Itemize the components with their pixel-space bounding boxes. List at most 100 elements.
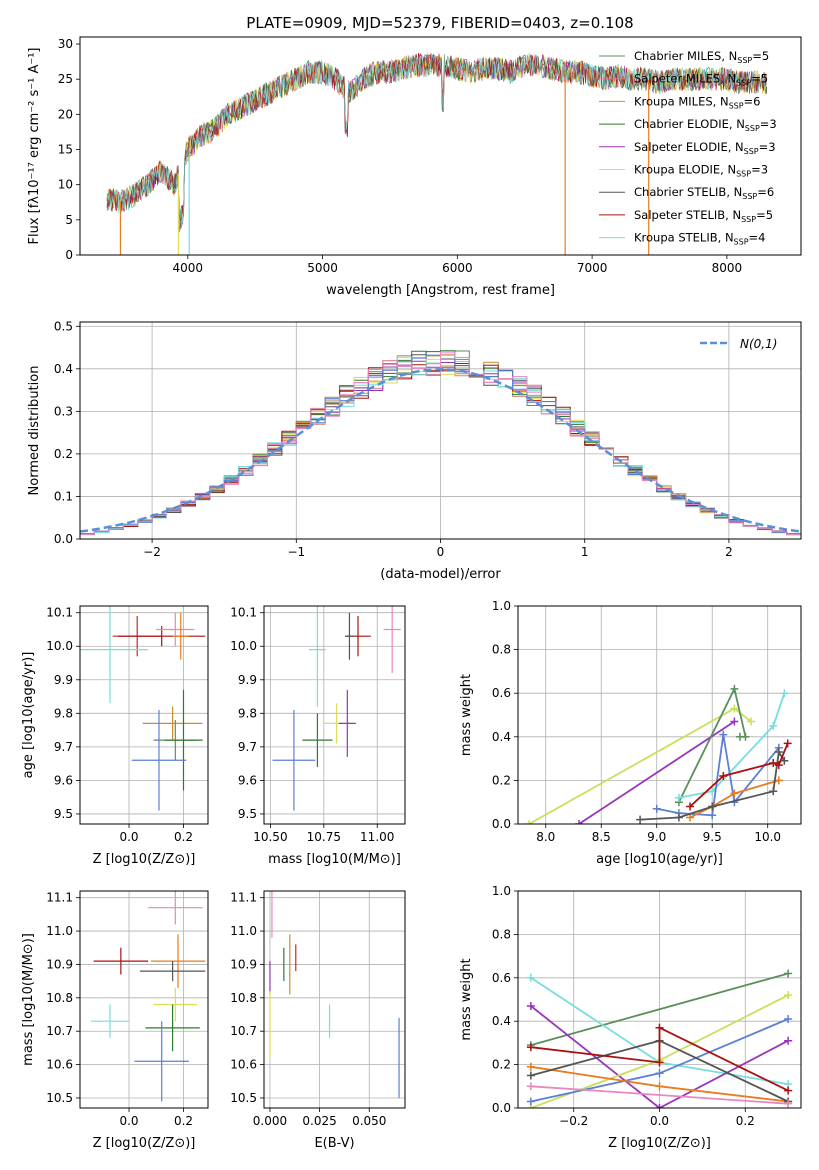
y-tick-label: 0.4 — [54, 362, 73, 376]
spectrum-line — [106, 53, 768, 222]
weight-marker — [526, 1002, 535, 1011]
y-tick-label: 10.9 — [230, 957, 257, 971]
y-tick-label: 11.0 — [230, 924, 257, 938]
spectrum-line — [106, 54, 768, 218]
plot-area-weight-vs-Z — [526, 969, 793, 1108]
legend-label: Kroupa STELIB, NSSP=4 — [634, 231, 765, 247]
weight-marker — [686, 802, 695, 811]
legend-label: Kroupa MILES, NSSP=6 — [634, 94, 761, 110]
y-tick-label: 9.7 — [54, 740, 73, 754]
y-tick-label: 10.6 — [46, 1058, 73, 1072]
legend-label: Salpeter ELODIE, NSSP=3 — [634, 140, 776, 156]
x-tick-label: 0.050 — [352, 1114, 386, 1128]
spectrum-line — [106, 52, 768, 230]
weight-marker — [747, 717, 756, 726]
y-tick-label: 25 — [58, 72, 73, 86]
weight-marker — [769, 721, 778, 730]
weight-line — [530, 972, 789, 1046]
y-tick-label: 0.4 — [492, 730, 511, 744]
weight-line — [678, 692, 786, 799]
spectrum-line — [106, 53, 768, 229]
weight-marker — [575, 820, 584, 824]
y-tick-label: 0.3 — [54, 404, 73, 418]
x-tick-label: 5000 — [307, 261, 338, 275]
weight-line — [578, 720, 735, 824]
weight-line — [530, 1026, 789, 1092]
y-axis-label: Flux [fλ10⁻¹⁷ erg cm⁻² s⁻¹ A⁻¹] — [27, 48, 42, 245]
plots-layer: 4000 5000 6000 7000 8000051015202530Chabrier… — [21, 36, 802, 1151]
y-tick-label: 0.2 — [492, 1058, 511, 1072]
weight-marker — [780, 689, 789, 698]
panel-age-vs-mass: 10.50 10.75 11.00 9.5 9.6 9.7 9.8 9.9 10.0 10.1 ma… — [230, 605, 406, 867]
x-tick-label: 0.000 — [253, 1114, 287, 1128]
weight-marker — [708, 802, 717, 811]
weight-marker — [780, 756, 789, 765]
panel-spectrum: 4000 5000 6000 7000 8000 0 5 10 15 20 25 30 Chabrier… — [27, 36, 802, 298]
y-tick-label: 0.4 — [492, 1014, 511, 1028]
y-tick-label: 10.0 — [230, 639, 257, 653]
x-tick-label: 7000 — [577, 261, 608, 275]
x-tick-label: 0.0 — [119, 1114, 138, 1128]
y-tick-label: 15 — [58, 143, 73, 157]
y-tick-label: 9.5 — [54, 807, 73, 821]
x-tick-label: 0.2 — [736, 1114, 755, 1128]
y-tick-label: 0.6 — [492, 971, 511, 985]
y-tick-label: 10.7 — [46, 1024, 73, 1038]
y-axis-label: Normed distribution — [27, 366, 42, 496]
y-tick-label: 0 — [65, 248, 73, 262]
x-tick-label: 0.2 — [174, 830, 193, 844]
legend-label: Chabrier MILES, NSSP=5 — [634, 49, 769, 65]
legend-label: Salpeter STELIB, NSSP=5 — [634, 208, 773, 224]
y-tick-label: 11.1 — [46, 891, 73, 905]
x-tick-label: 2 — [725, 545, 733, 559]
weight-marker — [730, 684, 739, 693]
plot-area-mass-vs-Z — [90, 891, 206, 1102]
weight-marker — [526, 1071, 535, 1080]
weight-marker — [774, 776, 783, 785]
weight-marker — [784, 1099, 793, 1108]
y-tick-label: 11.1 — [230, 891, 257, 905]
weight-marker — [526, 1062, 535, 1071]
legend-label: Chabrier STELIB, NSSP=6 — [634, 185, 774, 201]
weight-marker — [769, 787, 778, 796]
y-tick-label: 9.8 — [54, 706, 73, 720]
weight-marker — [769, 758, 778, 767]
y-tick-label: 10.1 — [46, 606, 73, 620]
y-axis-label: mass [log10(M/M⊙)] — [21, 933, 36, 1066]
x-tick-label: −2 — [143, 545, 161, 559]
legend-label: Salpeter MILES, NSSP=5 — [634, 72, 768, 88]
x-tick-label: 9.5 — [703, 830, 722, 844]
x-tick-label: 4000 — [173, 261, 204, 275]
x-tick-label: 0.0 — [119, 830, 138, 844]
axes-frame — [517, 890, 802, 1109]
panel-mass-vs-Z: 0.0 0.2 10.5 10.6 10.7 10.8 10.9 11.0 11.1 Z [log… — [21, 890, 209, 1151]
weight-marker — [655, 1082, 664, 1091]
y-tick-label: 9.7 — [238, 740, 257, 754]
weight-marker — [636, 815, 645, 824]
plot-area-age-vs-mass — [272, 606, 401, 811]
axes-frame — [79, 605, 209, 825]
weight-line — [530, 1005, 789, 1108]
x-tick-label: 8000 — [712, 261, 743, 275]
y-tick-label: 1.0 — [492, 884, 511, 898]
y-tick-label: 0.1 — [54, 489, 73, 503]
x-axis-label: (data-model)/error — [380, 567, 501, 582]
x-axis-label: Z [log10(Z/Z⊙)] — [608, 1136, 711, 1151]
weight-marker — [730, 789, 739, 798]
x-tick-label: −1 — [287, 545, 305, 559]
x-tick-label: 10.0 — [754, 830, 781, 844]
x-axis-label: wavelength [Angstrom, rest frame] — [326, 283, 555, 298]
x-tick-label: 9.0 — [647, 830, 666, 844]
y-tick-label: 9.9 — [238, 673, 257, 687]
axes-frame — [263, 605, 406, 825]
panel-residuals: −2 −1 0 1 2 0.0 0.1 0.2 0.3 0.4 0.5 N(0,1) (data-mod… — [27, 319, 802, 582]
y-tick-label: 1.0 — [492, 599, 511, 613]
gaussian-curve — [80, 368, 801, 533]
panel-weight-vs-age: 8.0 8.5 9.0 9.5 10.0 0.0 0.2 0.4 0.6 0.8 1.0 age [l… — [459, 599, 802, 867]
weight-marker — [784, 1036, 793, 1045]
y-tick-label: 9.8 — [238, 706, 257, 720]
y-tick-label: 10.9 — [46, 957, 73, 971]
weight-line — [689, 779, 780, 819]
y-tick-label: 9.5 — [238, 807, 257, 821]
